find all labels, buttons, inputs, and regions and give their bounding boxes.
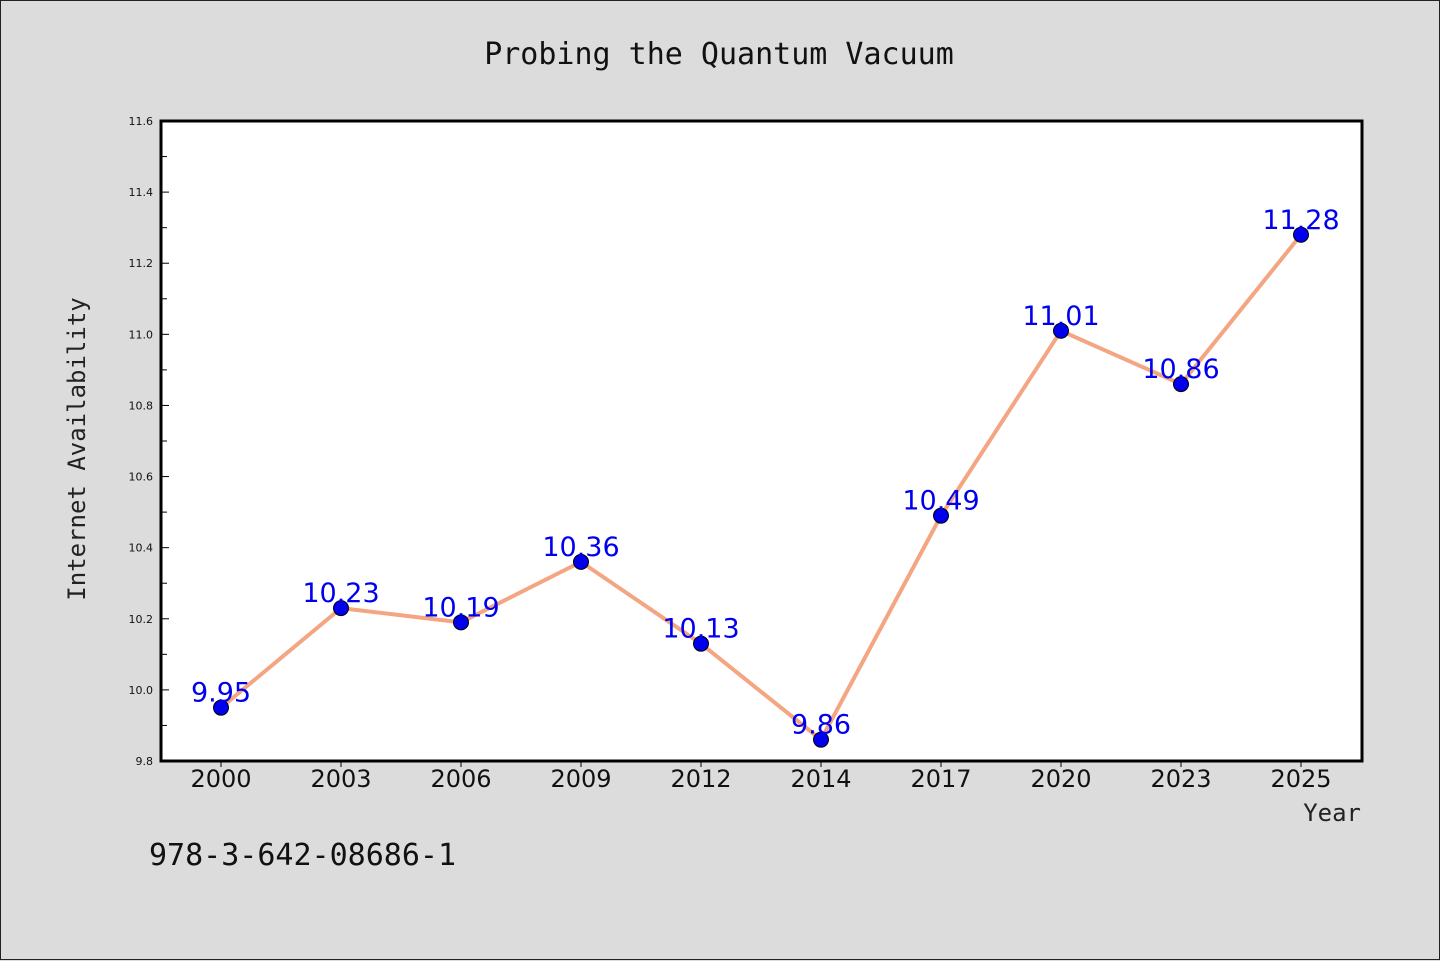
x-tick-label: 2014 bbox=[790, 765, 851, 793]
y-axis: 9.8 10.0 10.2 10.4 10.6 10.8 11.0 11.2 11.4 11.6 bbox=[129, 115, 169, 768]
x-tick-label: 2020 bbox=[1030, 765, 1091, 793]
x-axis: 2000 2003 2006 2009 2012 2014 2017 2020 2023 2025 bbox=[190, 761, 1332, 793]
data-label: 10.36 bbox=[542, 532, 619, 563]
y-tick-label: 10.6 bbox=[129, 471, 154, 484]
data-label: 10.86 bbox=[1142, 354, 1219, 385]
x-tick-label: 2000 bbox=[190, 765, 251, 793]
isbn-text: 978-3-642-08686-1 bbox=[149, 838, 456, 873]
data-label: 10.23 bbox=[302, 578, 379, 609]
data-label: 10.49 bbox=[902, 486, 979, 517]
y-tick-label: 11.4 bbox=[129, 186, 154, 199]
data-point bbox=[333, 600, 349, 617]
x-tick-label: 2006 bbox=[430, 765, 491, 793]
marker-group bbox=[213, 226, 1309, 748]
x-tick-label: 2017 bbox=[910, 765, 971, 793]
y-tick-label: 10.2 bbox=[129, 613, 154, 626]
y-tick-label: 10.0 bbox=[129, 684, 154, 697]
data-point bbox=[933, 507, 949, 524]
plot-area bbox=[159, 119, 1364, 763]
y-tick-label: 10.8 bbox=[129, 399, 154, 412]
data-label: 9.95 bbox=[191, 678, 251, 709]
y-tick-label: 11.6 bbox=[129, 115, 154, 128]
x-tick-label: 2023 bbox=[1150, 765, 1211, 793]
x-tick-label: 2003 bbox=[310, 765, 371, 793]
data-point bbox=[693, 635, 709, 652]
y-tick-label: 11.2 bbox=[129, 257, 154, 270]
series-line-group bbox=[219, 233, 1303, 742]
data-point bbox=[213, 699, 229, 716]
data-point bbox=[573, 553, 589, 570]
y-axis-label: Internet Availability bbox=[63, 297, 91, 600]
x-tick-label: 2012 bbox=[670, 765, 731, 793]
data-point bbox=[1173, 376, 1189, 393]
data-label: 11.01 bbox=[1022, 301, 1099, 332]
data-label: 10.19 bbox=[422, 592, 499, 623]
x-tick-label: 2009 bbox=[550, 765, 611, 793]
data-point bbox=[813, 731, 829, 748]
data-point bbox=[1293, 226, 1309, 243]
data-label: 10.13 bbox=[662, 614, 739, 645]
y-tick-label: 9.8 bbox=[136, 755, 154, 768]
x-tick-label: 2025 bbox=[1270, 765, 1331, 793]
data-label: 9.86 bbox=[791, 710, 851, 741]
data-label-group: 9.95 10.23 10.19 10.36 10.13 9.86 10.49 11.01 10… bbox=[191, 205, 1340, 741]
x-axis-label: Year bbox=[1303, 799, 1361, 827]
y-tick-label: 11.0 bbox=[129, 328, 154, 341]
data-point bbox=[453, 614, 469, 631]
data-point bbox=[1053, 322, 1069, 339]
y-tick-label: 10.4 bbox=[129, 542, 154, 555]
chart-title: Probing the Quantum Vacuum bbox=[484, 37, 954, 72]
series-line bbox=[219, 233, 1303, 742]
data-label: 11.28 bbox=[1262, 205, 1339, 236]
